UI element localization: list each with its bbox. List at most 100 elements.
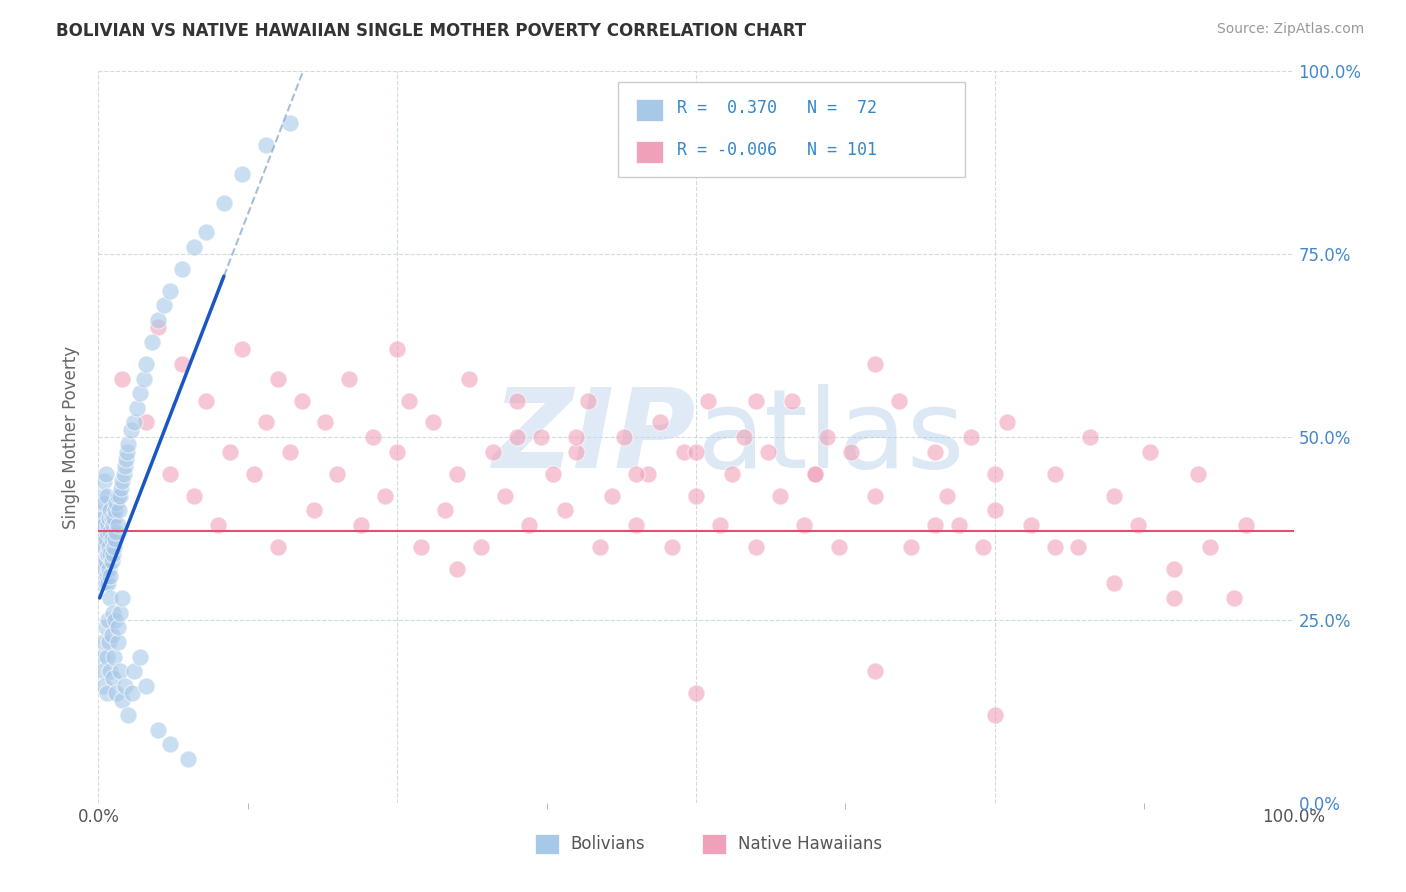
- Point: [111, 371, 134, 385]
- Point: [103, 510, 125, 524]
- Point: [267, 371, 290, 385]
- Point: [1163, 591, 1185, 605]
- Point: [159, 284, 181, 298]
- Point: [626, 467, 648, 481]
- Point: [685, 444, 707, 458]
- Text: atlas: atlas: [696, 384, 965, 491]
- Point: [254, 137, 277, 152]
- Point: [1223, 591, 1246, 605]
- Point: [446, 467, 468, 481]
- Point: [121, 686, 143, 700]
- Point: [637, 467, 659, 481]
- Point: [177, 752, 200, 766]
- Point: [865, 664, 887, 678]
- Point: [602, 489, 624, 503]
- Point: [104, 613, 127, 627]
- Point: [302, 503, 325, 517]
- Point: [98, 547, 122, 561]
- Text: Source: ZipAtlas.com: Source: ZipAtlas.com: [1216, 22, 1364, 37]
- Point: [104, 503, 127, 517]
- Point: [589, 540, 612, 554]
- Point: [93, 635, 115, 649]
- Point: [339, 371, 361, 385]
- Point: [1128, 517, 1150, 532]
- Point: [91, 664, 114, 678]
- Point: [326, 467, 349, 481]
- Point: [93, 474, 115, 488]
- Point: [114, 459, 136, 474]
- Point: [108, 664, 131, 678]
- Point: [105, 525, 128, 540]
- Point: [481, 444, 505, 458]
- Point: [117, 437, 139, 451]
- Point: [1043, 467, 1066, 481]
- Point: [865, 489, 887, 503]
- Point: [231, 167, 253, 181]
- Point: [111, 591, 134, 605]
- Point: [98, 562, 121, 576]
- Point: [105, 496, 128, 510]
- Y-axis label: Single Mother Poverty: Single Mother Poverty: [62, 345, 80, 529]
- Point: [91, 503, 114, 517]
- Point: [100, 554, 122, 568]
- Point: [153, 298, 176, 312]
- Point: [91, 517, 114, 532]
- Point: [697, 393, 720, 408]
- Point: [948, 517, 970, 532]
- Point: [506, 393, 529, 408]
- Point: [661, 540, 683, 554]
- Point: [733, 430, 755, 444]
- Bar: [534, 833, 558, 854]
- Point: [243, 467, 266, 481]
- Text: R =  0.370   N =  72: R = 0.370 N = 72: [676, 99, 877, 117]
- Text: R = -0.006   N = 101: R = -0.006 N = 101: [676, 141, 877, 159]
- Point: [129, 649, 152, 664]
- Point: [350, 517, 373, 532]
- Point: [1234, 517, 1257, 532]
- Point: [793, 517, 815, 532]
- Point: [960, 430, 983, 444]
- Point: [1199, 540, 1222, 554]
- Point: [148, 723, 170, 737]
- Point: [94, 576, 117, 591]
- Point: [984, 503, 1007, 517]
- Bar: [637, 99, 662, 121]
- Point: [1139, 444, 1161, 458]
- Point: [89, 554, 111, 568]
- Point: [254, 416, 277, 430]
- Point: [104, 533, 127, 547]
- Text: ZIP: ZIP: [492, 384, 696, 491]
- Point: [90, 525, 112, 540]
- Point: [1019, 517, 1042, 532]
- Point: [98, 635, 121, 649]
- Point: [709, 517, 731, 532]
- Point: [100, 627, 122, 641]
- Text: Native Hawaiians: Native Hawaiians: [738, 835, 882, 853]
- Point: [924, 444, 946, 458]
- Point: [98, 503, 122, 517]
- Point: [91, 489, 114, 503]
- Point: [91, 510, 114, 524]
- Point: [780, 393, 803, 408]
- Point: [115, 444, 138, 458]
- Point: [494, 489, 516, 503]
- Point: [110, 481, 132, 495]
- Point: [278, 115, 301, 129]
- Point: [90, 540, 112, 554]
- Text: BOLIVIAN VS NATIVE HAWAIIAN SINGLE MOTHER POVERTY CORRELATION CHART: BOLIVIAN VS NATIVE HAWAIIAN SINGLE MOTHE…: [56, 22, 807, 40]
- Point: [565, 444, 588, 458]
- Point: [120, 423, 142, 437]
- Point: [446, 562, 468, 576]
- Point: [101, 547, 124, 561]
- Point: [111, 693, 134, 707]
- Point: [98, 569, 122, 583]
- Point: [148, 320, 170, 334]
- Point: [195, 225, 218, 239]
- Point: [107, 503, 129, 517]
- Point: [108, 489, 131, 503]
- Point: [422, 416, 444, 430]
- Point: [219, 444, 242, 458]
- Point: [804, 467, 827, 481]
- Point: [385, 343, 409, 357]
- Point: [94, 554, 117, 568]
